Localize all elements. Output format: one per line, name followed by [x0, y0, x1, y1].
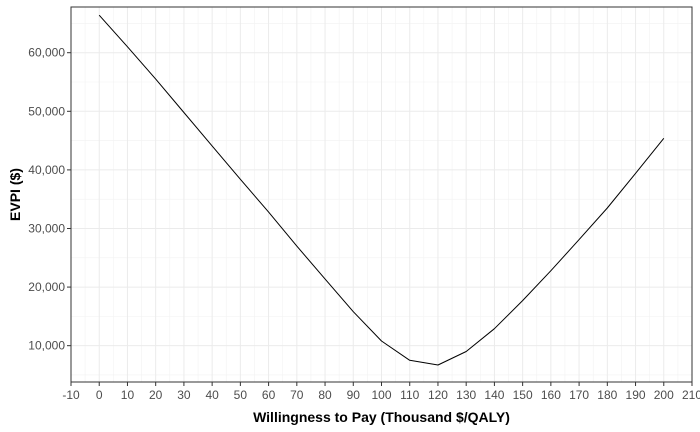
grid-lines: [70, 7, 693, 382]
x-tick-label: 10: [121, 388, 135, 402]
x-tick-label: 160: [541, 388, 561, 402]
x-tick-label: 210: [682, 388, 700, 402]
x-tick-label: 40: [205, 388, 219, 402]
x-tick-label: 60: [262, 388, 276, 402]
x-axis-ticks: -10 0 10 20 30 40 50 60 70 80 90 100 110 120 130 140 150…: [62, 382, 700, 402]
panel-border: [70, 6, 693, 383]
x-tick-label: 120: [428, 388, 448, 402]
x-tick-label: 80: [318, 388, 332, 402]
x-tick-label: 140: [484, 388, 504, 402]
x-tick-label: 100: [371, 388, 391, 402]
x-tick-label: 30: [177, 388, 191, 402]
y-tick-label: 40,000: [28, 163, 65, 177]
x-tick-label: 70: [290, 388, 304, 402]
x-tick-label: 180: [597, 388, 617, 402]
y-tick-label: 30,000: [28, 221, 65, 235]
x-tick-label: 200: [654, 388, 674, 402]
evpi-line: [98, 14, 665, 366]
x-tick-label: 130: [456, 388, 476, 402]
x-tick-label: 110: [400, 388, 419, 402]
y-tick-label: 50,000: [28, 104, 65, 118]
x-tick-label: 20: [149, 388, 163, 402]
y-tick-label: 10,000: [28, 339, 65, 353]
y-tick-label: 20,000: [28, 280, 65, 294]
x-tick-label: 150: [513, 388, 533, 402]
y-axis-ticks: 10,000 20,000 30,000 40,000 50,000 60,000: [28, 46, 71, 353]
x-tick-label: 0: [96, 388, 103, 402]
x-tick-label: 170: [569, 388, 589, 402]
x-tick-label: 50: [234, 388, 248, 402]
x-tick-label: 90: [347, 388, 361, 402]
x-tick-label: -10: [62, 388, 80, 402]
x-tick-label: 190: [626, 388, 646, 402]
x-axis-title: Willingness to Pay (Thousand $/QALY): [253, 409, 510, 425]
series-layer: [98, 14, 665, 366]
y-axis-title: EVPI ($): [7, 168, 23, 221]
y-tick-label: 60,000: [28, 46, 65, 60]
